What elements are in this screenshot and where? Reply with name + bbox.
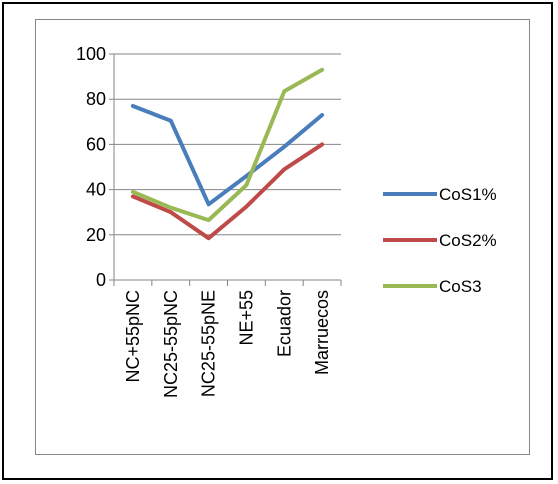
y-tick-label: 60 xyxy=(86,134,106,154)
x-tick-label: Ecuador xyxy=(274,290,294,357)
series-line-2 xyxy=(130,142,325,241)
y-tick-label: 40 xyxy=(86,180,106,200)
series-line-3 xyxy=(130,67,325,223)
y-tick-label: 100 xyxy=(76,44,106,64)
x-tick-label: Marruecos xyxy=(312,290,332,375)
series-lines xyxy=(130,67,325,241)
x-axis-ticks: NC+55pNC NC25-55pNC NC25-55pNE NE+55 Ecuador… xyxy=(113,280,342,398)
legend-label: CoS2% xyxy=(439,231,497,250)
x-tick-label: NC+55pNC xyxy=(123,290,143,383)
series-line-1 xyxy=(130,104,325,207)
x-tick-label: NC25-55pNE xyxy=(199,290,219,397)
y-axis-ticks: 0 20 40 60 80 100 xyxy=(76,44,114,290)
x-tick-label: NC25-55pNC xyxy=(161,290,181,398)
legend-label: CoS1% xyxy=(439,185,497,204)
legend: CoS1% CoS2% CoS3 xyxy=(383,185,497,296)
gridlines xyxy=(114,53,341,236)
legend-label: CoS3 xyxy=(439,277,482,296)
page-border xyxy=(2,2,553,480)
x-tick-label: NE+55 xyxy=(236,290,256,346)
y-tick-label: 0 xyxy=(96,270,106,290)
y-tick-label: 80 xyxy=(86,89,106,109)
y-tick-label: 20 xyxy=(86,225,106,245)
axes xyxy=(113,54,341,281)
